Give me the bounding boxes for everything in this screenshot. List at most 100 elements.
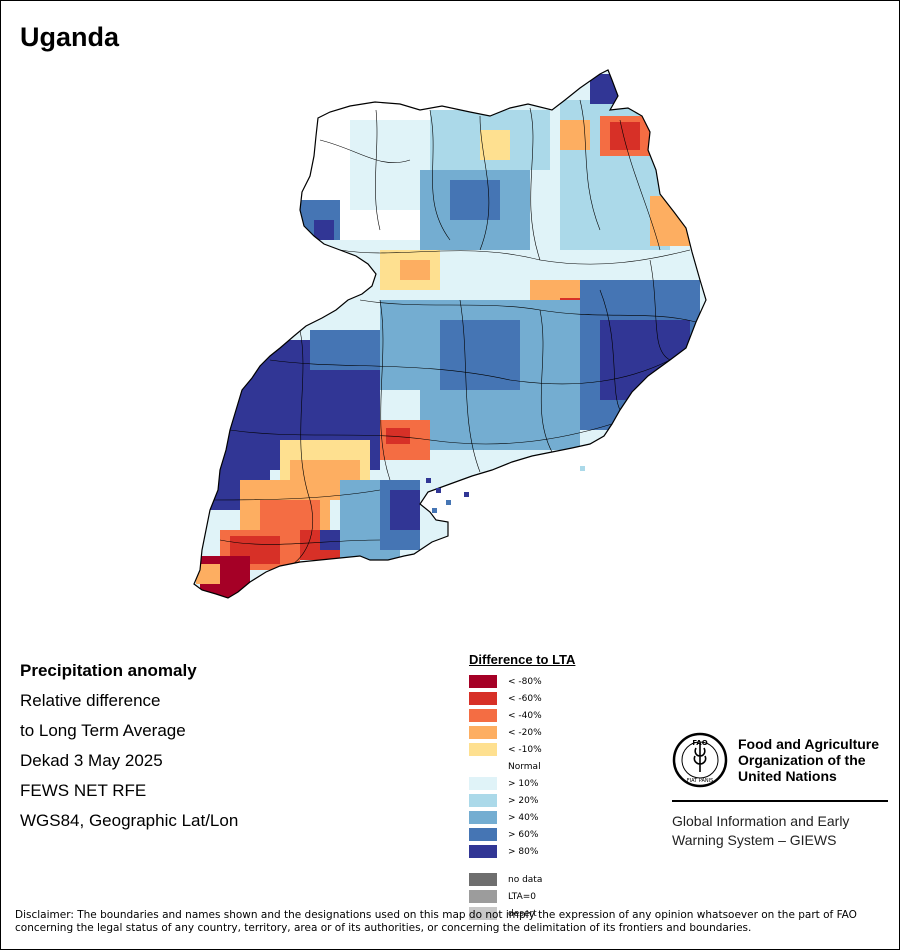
- legend-label: > 40%: [508, 812, 539, 823]
- legend-label: < -60%: [508, 693, 542, 704]
- info-date: Dekad 3 May 2025: [20, 751, 163, 770]
- legend-label: LTA=0: [508, 891, 536, 902]
- legend-label: > 10%: [508, 778, 539, 789]
- district-line: [619, 119, 661, 251]
- legend-item: desert: [469, 905, 659, 922]
- district-line: [539, 309, 553, 453]
- legend-label: no data: [508, 874, 543, 885]
- info-projection: WGS84, Geographic Lat/Lon: [20, 811, 239, 830]
- raster-patch: [390, 490, 420, 530]
- giews-name: Global Information and Early Warning Syst…: [672, 813, 850, 848]
- emblem-motto: FIAT PANIS: [687, 778, 714, 784]
- legend-label: > 20%: [508, 795, 539, 806]
- legend-swatch: [469, 675, 497, 688]
- legend-swatch: [469, 692, 497, 705]
- legend-extra: no data LTA=0 desert: [469, 871, 659, 922]
- district-line: [375, 109, 381, 231]
- legend-swatch: [469, 873, 497, 886]
- district-line: [459, 299, 481, 473]
- island-cell: [580, 466, 585, 471]
- legend-swatch: [469, 845, 497, 858]
- island-cell: [432, 508, 437, 513]
- district-line: [319, 139, 411, 164]
- legend-classes: < -80% < -60% < -40% < -20% < -10% Normal > 10…: [469, 673, 659, 860]
- district-line: [269, 359, 671, 385]
- fao-divider: [672, 800, 888, 802]
- legend: Difference to LTA < -80% < -60% < -40% < -2…: [469, 652, 659, 922]
- district-line: [289, 329, 314, 567]
- legend-item: > 20%: [469, 792, 659, 809]
- legend-swatch: [469, 907, 497, 920]
- legend-item: < -80%: [469, 673, 659, 690]
- legend-item: < -60%: [469, 690, 659, 707]
- legend-swatch: [469, 828, 497, 841]
- raster-patch: [310, 330, 380, 370]
- island-cell: [446, 500, 451, 505]
- legend-item: > 80%: [469, 843, 659, 860]
- info-heading: Precipitation anomaly: [20, 661, 197, 680]
- legend-item: > 40%: [469, 809, 659, 826]
- legend-swatch: [469, 890, 497, 903]
- raster-patch: [320, 530, 340, 550]
- legend-label: < -40%: [508, 710, 542, 721]
- legend-item: > 60%: [469, 826, 659, 843]
- raster-patch: [610, 122, 640, 150]
- disclaimer: Disclaimer: The boundaries and names sho…: [15, 909, 857, 934]
- info-line: to Long Term Average: [20, 721, 186, 740]
- legend-swatch: [469, 794, 497, 807]
- map-title: Uganda: [20, 22, 120, 52]
- legend-item: > 10%: [469, 775, 659, 792]
- legend-swatch: [469, 726, 497, 739]
- legend-swatch: [469, 760, 497, 773]
- info-source: FEWS NET RFE: [20, 781, 147, 800]
- raster-patch: [400, 260, 430, 280]
- district-line: [429, 109, 451, 241]
- district-line: [229, 423, 613, 445]
- district-line: [599, 289, 621, 411]
- fao-emblem-icon: FAO FIAT PANIS: [672, 732, 728, 788]
- anomaly-map: [180, 60, 720, 620]
- district-boundaries: [209, 99, 697, 567]
- legend-item: Normal: [469, 758, 659, 775]
- legend-swatch: [469, 709, 497, 722]
- legend-item: no data: [469, 871, 659, 888]
- anomaly-map-canvas: [193, 69, 707, 599]
- legend-item: < -10%: [469, 741, 659, 758]
- legend-item: LTA=0: [469, 888, 659, 905]
- island-cell: [426, 478, 431, 483]
- district-line: [219, 539, 381, 545]
- anomaly-raster: [194, 70, 706, 598]
- district-line: [379, 299, 391, 481]
- island-cell: [464, 492, 469, 497]
- raster-patch: [386, 428, 410, 444]
- legend-label: > 60%: [508, 829, 539, 840]
- legend-label: Normal: [508, 761, 541, 772]
- info-line: Relative difference: [20, 691, 161, 710]
- map-info-block: Precipitation anomaly Relative differenc…: [20, 656, 238, 836]
- lake-islands: [426, 460, 585, 513]
- legend-label: < -10%: [508, 744, 542, 755]
- district-line: [529, 107, 541, 261]
- raster-patch: [440, 320, 520, 390]
- island-cell: [436, 488, 441, 493]
- raster-patch: [650, 196, 690, 246]
- district-line: [579, 99, 601, 231]
- raster-patch: [450, 180, 500, 220]
- raster-patch: [480, 130, 510, 160]
- legend-title: Difference to LTA: [469, 652, 576, 667]
- island-cell: [490, 460, 495, 465]
- raster-patch: [196, 564, 220, 584]
- legend-item: < -40%: [469, 707, 659, 724]
- emblem-text: FAO: [692, 739, 707, 747]
- legend-item: < -20%: [469, 724, 659, 741]
- legend-label: < -20%: [508, 727, 542, 738]
- legend-label: < -80%: [508, 676, 542, 687]
- district-line: [359, 299, 697, 323]
- fao-org-name: Food and Agriculture Organization of the U…: [738, 736, 880, 784]
- district-line: [479, 115, 490, 251]
- legend-swatch: [469, 743, 497, 756]
- district-line: [649, 259, 671, 361]
- raster-patch: [314, 220, 334, 240]
- legend-label: desert: [508, 908, 537, 919]
- district-line: [209, 489, 381, 501]
